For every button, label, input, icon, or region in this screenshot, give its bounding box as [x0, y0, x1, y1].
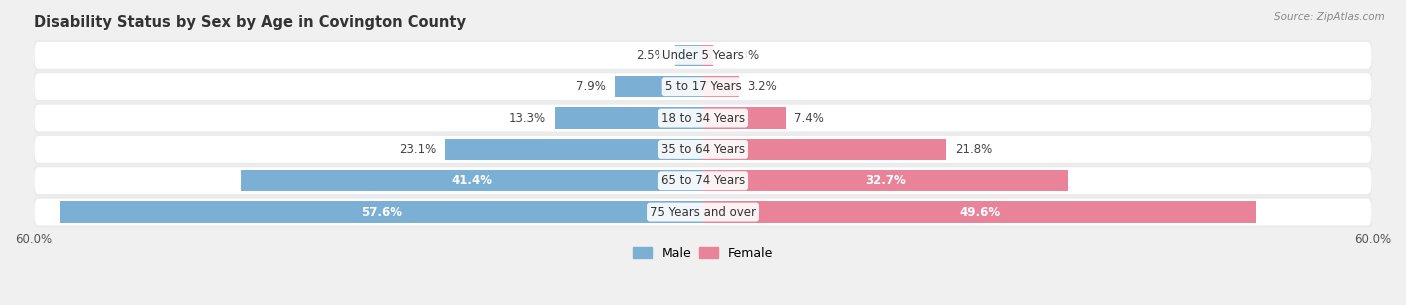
FancyBboxPatch shape [34, 72, 1372, 101]
Text: 13.3%: 13.3% [509, 112, 546, 124]
Text: 21.8%: 21.8% [955, 143, 993, 156]
Text: 57.6%: 57.6% [361, 206, 402, 219]
Bar [703, 107, 786, 129]
Text: 2.5%: 2.5% [637, 49, 666, 62]
Bar [60, 201, 703, 223]
Text: 3.2%: 3.2% [748, 80, 778, 93]
Text: 65 to 74 Years: 65 to 74 Years [661, 174, 745, 187]
Text: Disability Status by Sex by Age in Covington County: Disability Status by Sex by Age in Covin… [34, 15, 465, 30]
Bar [703, 45, 713, 66]
Bar [675, 45, 703, 66]
FancyBboxPatch shape [34, 135, 1372, 164]
Text: 5 to 17 Years: 5 to 17 Years [665, 80, 741, 93]
Text: 7.4%: 7.4% [794, 112, 824, 124]
Bar [240, 170, 703, 192]
Bar [703, 170, 1067, 192]
Text: 32.7%: 32.7% [865, 174, 905, 187]
Text: 41.4%: 41.4% [451, 174, 492, 187]
FancyBboxPatch shape [34, 41, 1372, 70]
FancyBboxPatch shape [34, 104, 1372, 132]
Bar [703, 139, 946, 160]
Text: 35 to 64 Years: 35 to 64 Years [661, 143, 745, 156]
Bar [703, 76, 738, 97]
Text: 49.6%: 49.6% [959, 206, 1000, 219]
Text: 18 to 34 Years: 18 to 34 Years [661, 112, 745, 124]
Bar [614, 76, 703, 97]
Text: Source: ZipAtlas.com: Source: ZipAtlas.com [1274, 12, 1385, 22]
Bar [554, 107, 703, 129]
Text: 7.9%: 7.9% [576, 80, 606, 93]
Legend: Male, Female: Male, Female [628, 242, 778, 265]
FancyBboxPatch shape [34, 166, 1372, 195]
Bar [703, 201, 1257, 223]
FancyBboxPatch shape [34, 198, 1372, 227]
Text: Under 5 Years: Under 5 Years [662, 49, 744, 62]
Text: 0.93%: 0.93% [723, 49, 759, 62]
Bar [446, 139, 703, 160]
Text: 75 Years and over: 75 Years and over [650, 206, 756, 219]
Text: 23.1%: 23.1% [399, 143, 436, 156]
